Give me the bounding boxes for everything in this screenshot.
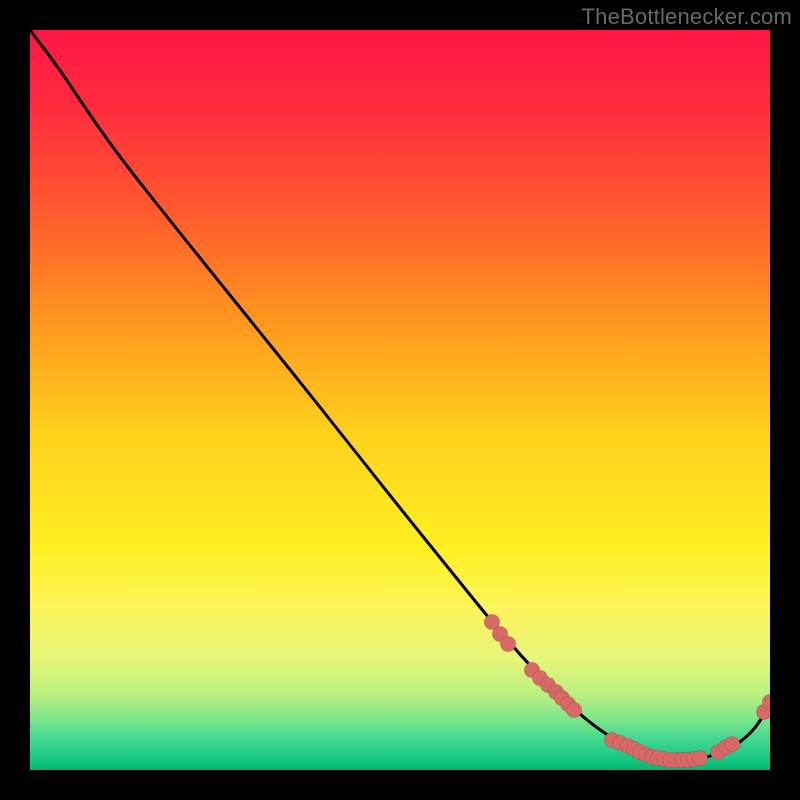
marker-point xyxy=(567,703,582,718)
curve-line xyxy=(30,30,770,760)
curve-markers xyxy=(485,615,771,768)
marker-point xyxy=(725,737,740,752)
marker-point xyxy=(693,751,708,766)
marker-point xyxy=(501,637,516,652)
watermark-text: TheBottlenecker.com xyxy=(582,4,792,30)
chart-overlay xyxy=(30,30,770,770)
chart-container: TheBottlenecker.com xyxy=(0,0,800,800)
plot-frame xyxy=(30,30,770,770)
